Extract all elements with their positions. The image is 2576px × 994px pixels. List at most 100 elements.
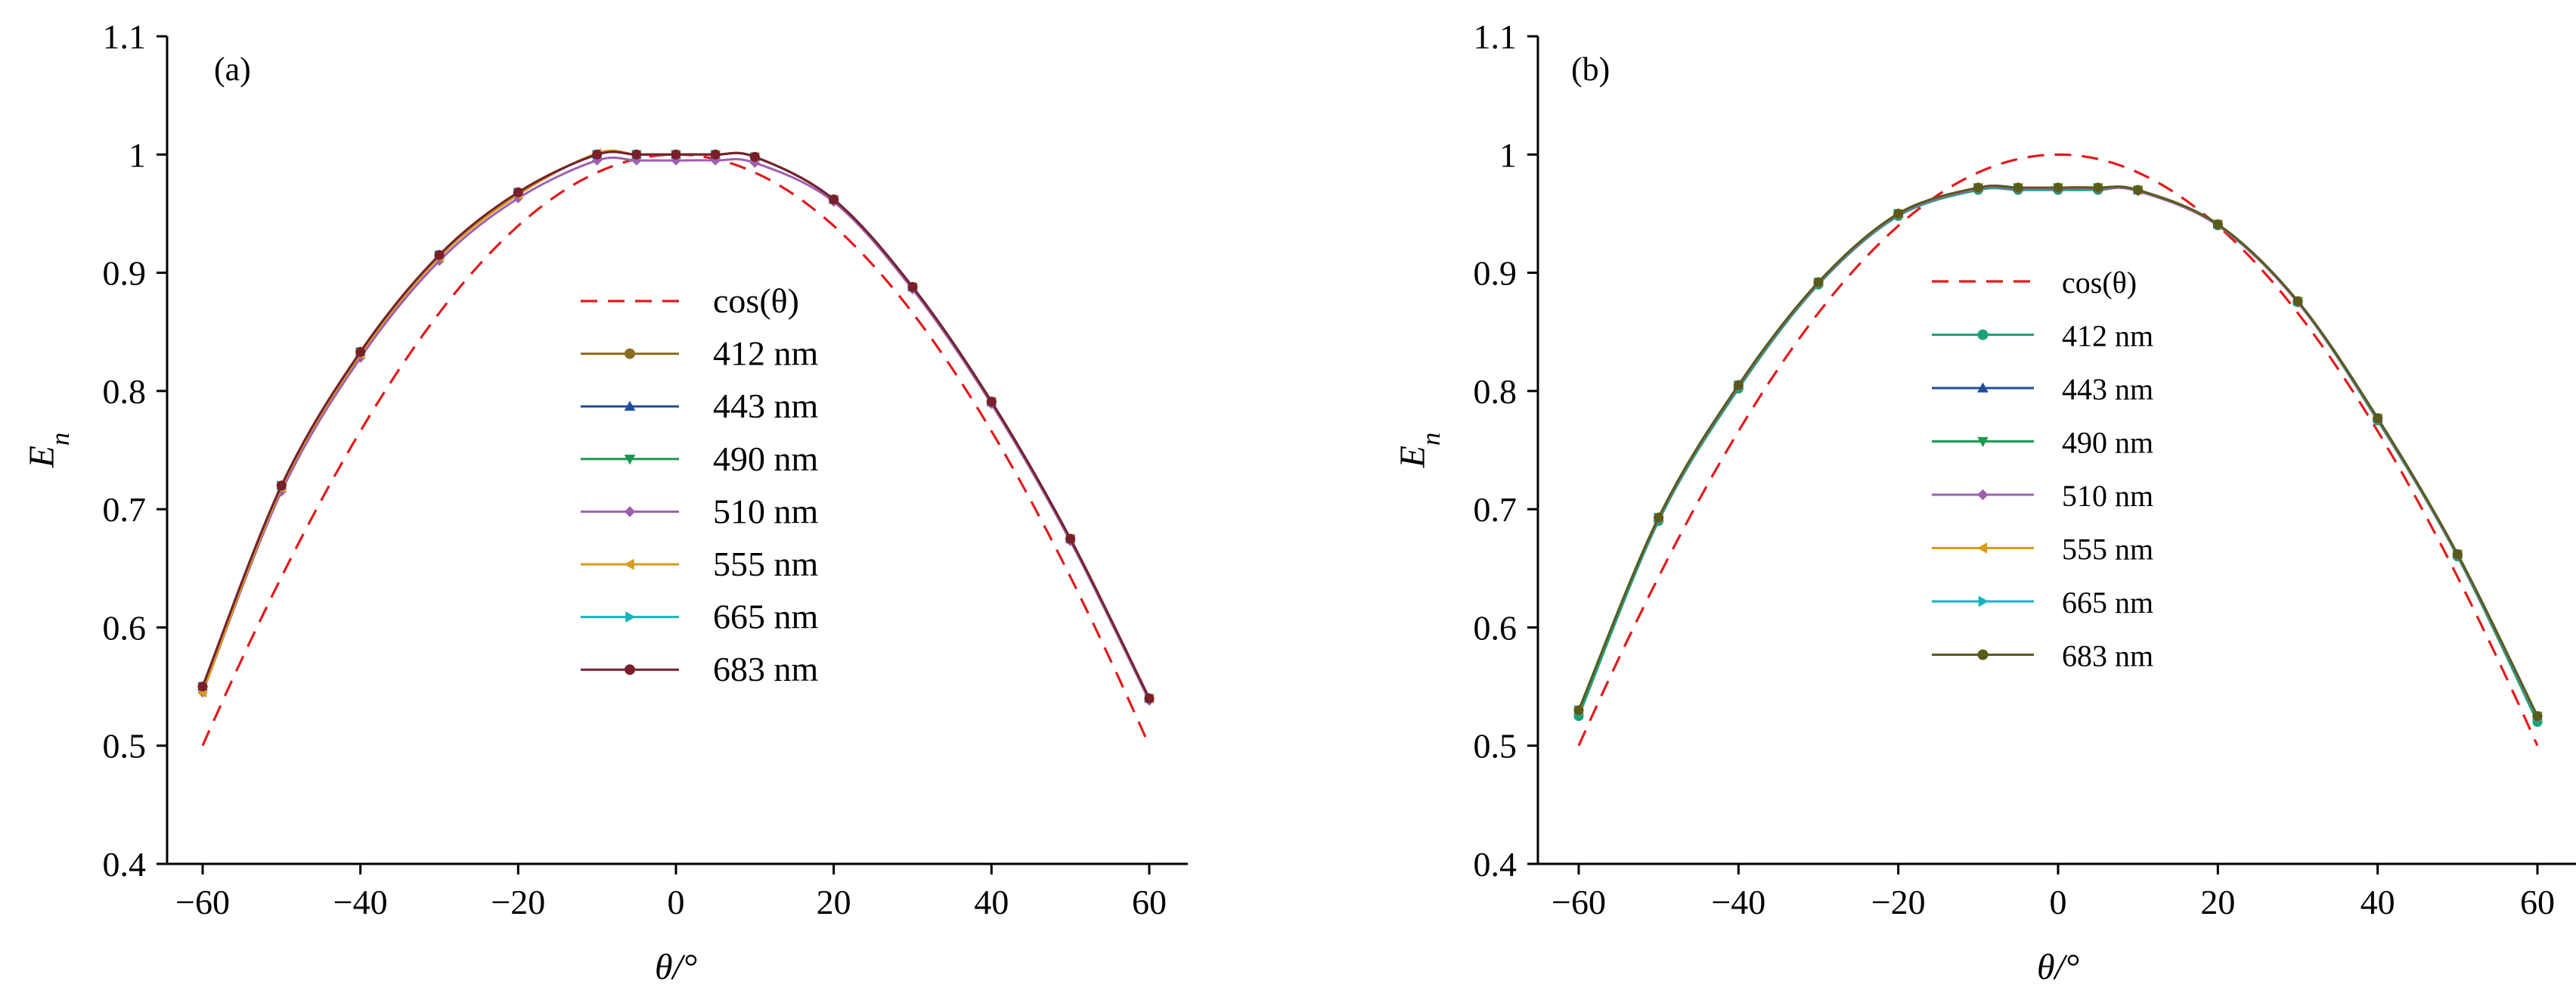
legend-label: cos(θ) bbox=[713, 281, 799, 320]
data-point bbox=[2133, 185, 2144, 195]
y-tick-label: 1 bbox=[1499, 135, 1517, 174]
data-point bbox=[1144, 693, 1155, 704]
legend-label: 443 nm bbox=[2062, 372, 2153, 406]
legend-label: 490 nm bbox=[2062, 426, 2153, 460]
data-point bbox=[749, 151, 760, 163]
series-555-nm bbox=[197, 148, 1154, 704]
data-point bbox=[2093, 182, 2103, 193]
series-line-cos-reference bbox=[1577, 153, 2539, 747]
data-point bbox=[355, 346, 366, 357]
series-683-nm bbox=[197, 149, 1155, 704]
legend-swatch-marker bbox=[1977, 436, 1989, 448]
x-axis-label: θ/° bbox=[2037, 947, 2079, 987]
legend-label: 490 nm bbox=[713, 440, 819, 478]
data-point bbox=[197, 682, 208, 692]
legend-label: cos(θ) bbox=[2062, 266, 2137, 300]
y-tick-label: 0.4 bbox=[1474, 845, 1517, 884]
x-tick-label: −60 bbox=[175, 883, 230, 921]
series-490-nm bbox=[197, 150, 1155, 704]
legend-label: 443 nm bbox=[713, 387, 819, 425]
legend-label: 510 nm bbox=[2062, 479, 2153, 513]
y-tick-label: 0.9 bbox=[1474, 254, 1517, 293]
data-point bbox=[2452, 549, 2463, 560]
y-axis-label: En bbox=[22, 433, 75, 469]
data-point bbox=[631, 149, 642, 160]
data-point bbox=[2373, 413, 2383, 424]
x-tick-label: −40 bbox=[333, 883, 388, 921]
legend-swatch-marker bbox=[1977, 329, 1989, 340]
legend-label: 555 nm bbox=[713, 545, 819, 583]
legend-label: 412 nm bbox=[713, 334, 819, 373]
legend-swatch-marker bbox=[624, 558, 634, 570]
legend-swatch-marker bbox=[1977, 382, 1989, 393]
chart-panel-a: 0.4 0.5 0.6 0.7 0.8 0.9 1 1.1 −60 −40 −20 0 20 40 60 θ/… bbox=[22, 17, 1188, 987]
legend-swatch-marker bbox=[624, 400, 636, 411]
data-point bbox=[1813, 277, 1824, 287]
data-point bbox=[710, 149, 721, 160]
data-point bbox=[1065, 533, 1076, 544]
data-point bbox=[1733, 380, 1744, 390]
legend-label: 665 nm bbox=[713, 598, 819, 636]
legend-label: 412 nm bbox=[2062, 319, 2153, 353]
y-tick-label: 1.1 bbox=[1474, 17, 1517, 56]
x-tick-label: −20 bbox=[491, 883, 545, 921]
data-point bbox=[671, 149, 681, 160]
data-point bbox=[513, 187, 523, 197]
x-tick-label: 40 bbox=[974, 883, 1009, 921]
legend-swatch-marker bbox=[624, 664, 636, 676]
y-tick-label: 0.6 bbox=[103, 608, 147, 647]
legend-swatch-marker bbox=[624, 455, 636, 465]
x-tick-label: 0 bbox=[668, 883, 685, 921]
legend-swatch-marker bbox=[1977, 649, 1989, 660]
y-tick-label: 0.6 bbox=[1474, 608, 1517, 647]
data-point bbox=[986, 396, 997, 407]
chart-panel-b: 0.4 0.5 0.6 0.7 0.8 0.9 1 1.1 −60 −40 −20 0 20 40 60 θ/… bbox=[1393, 17, 2576, 987]
panel-label: (b) bbox=[1571, 51, 1610, 88]
legend-label: 510 nm bbox=[713, 492, 819, 530]
series-line bbox=[1577, 185, 2539, 718]
series-412-nm bbox=[1573, 185, 2543, 727]
y-tick-label: 0.5 bbox=[1474, 727, 1517, 766]
x-tick-label: 20 bbox=[817, 883, 851, 921]
x-tick-label: 60 bbox=[2520, 883, 2555, 921]
legend-label: 683 nm bbox=[2062, 639, 2153, 673]
data-point bbox=[907, 281, 918, 292]
legend-swatch-marker bbox=[624, 348, 636, 359]
series-443-nm bbox=[197, 149, 1155, 703]
data-point bbox=[592, 149, 603, 160]
legend-swatch-marker bbox=[1976, 542, 1988, 554]
legend-label: 665 nm bbox=[2062, 586, 2153, 620]
y-tick-label: 0.4 bbox=[103, 845, 147, 884]
data-point bbox=[2292, 296, 2303, 306]
legend-label: 683 nm bbox=[713, 650, 819, 688]
data-point bbox=[2212, 219, 2223, 229]
series-line bbox=[1577, 185, 2539, 717]
y-tick-label: 0.7 bbox=[103, 490, 147, 529]
data-point bbox=[276, 480, 287, 491]
data-point bbox=[1654, 512, 1664, 523]
series-line bbox=[1577, 185, 2539, 717]
x-tick-label: 0 bbox=[2050, 883, 2067, 921]
legend-swatch-marker bbox=[1977, 489, 1989, 501]
y-tick-label: 1.1 bbox=[103, 17, 147, 56]
y-tick-label: 1 bbox=[129, 135, 146, 174]
legend-swatch-marker bbox=[624, 506, 636, 517]
data-point bbox=[2053, 182, 2063, 193]
series-412-nm bbox=[197, 149, 1155, 704]
series-665-nm bbox=[198, 149, 1155, 704]
series-683-nm bbox=[1573, 182, 2543, 722]
legend-label: 555 nm bbox=[2062, 533, 2153, 567]
data-point bbox=[1893, 208, 1904, 219]
series-line bbox=[1577, 185, 2539, 717]
y-tick-label: 0.5 bbox=[103, 727, 147, 766]
x-tick-label: −40 bbox=[1711, 883, 1765, 921]
legend-swatch-marker bbox=[625, 611, 636, 623]
data-point bbox=[1973, 182, 1983, 193]
y-tick-label: 0.8 bbox=[1474, 372, 1517, 411]
x-tick-label: 60 bbox=[1132, 883, 1167, 921]
data-point bbox=[2013, 182, 2023, 193]
y-tick-label: 0.8 bbox=[103, 372, 147, 411]
y-tick-label: 0.9 bbox=[103, 254, 147, 293]
x-tick-label: 20 bbox=[2200, 883, 2235, 921]
